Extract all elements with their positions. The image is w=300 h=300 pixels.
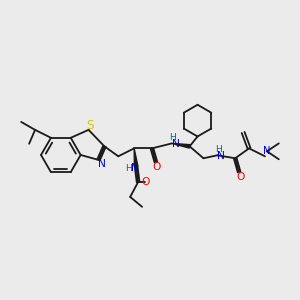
Text: N: N [263,146,271,156]
Polygon shape [172,143,190,148]
Text: N: N [172,140,180,149]
Text: H: H [215,145,222,154]
Text: H: H [169,133,176,142]
Text: O: O [236,172,244,182]
Text: S: S [86,119,93,132]
Polygon shape [134,148,138,166]
Text: N: N [131,163,139,173]
Text: O: O [142,177,150,187]
Text: O: O [153,162,161,172]
Text: N: N [218,151,225,161]
Text: H: H [125,164,132,173]
Text: N: N [98,159,105,169]
